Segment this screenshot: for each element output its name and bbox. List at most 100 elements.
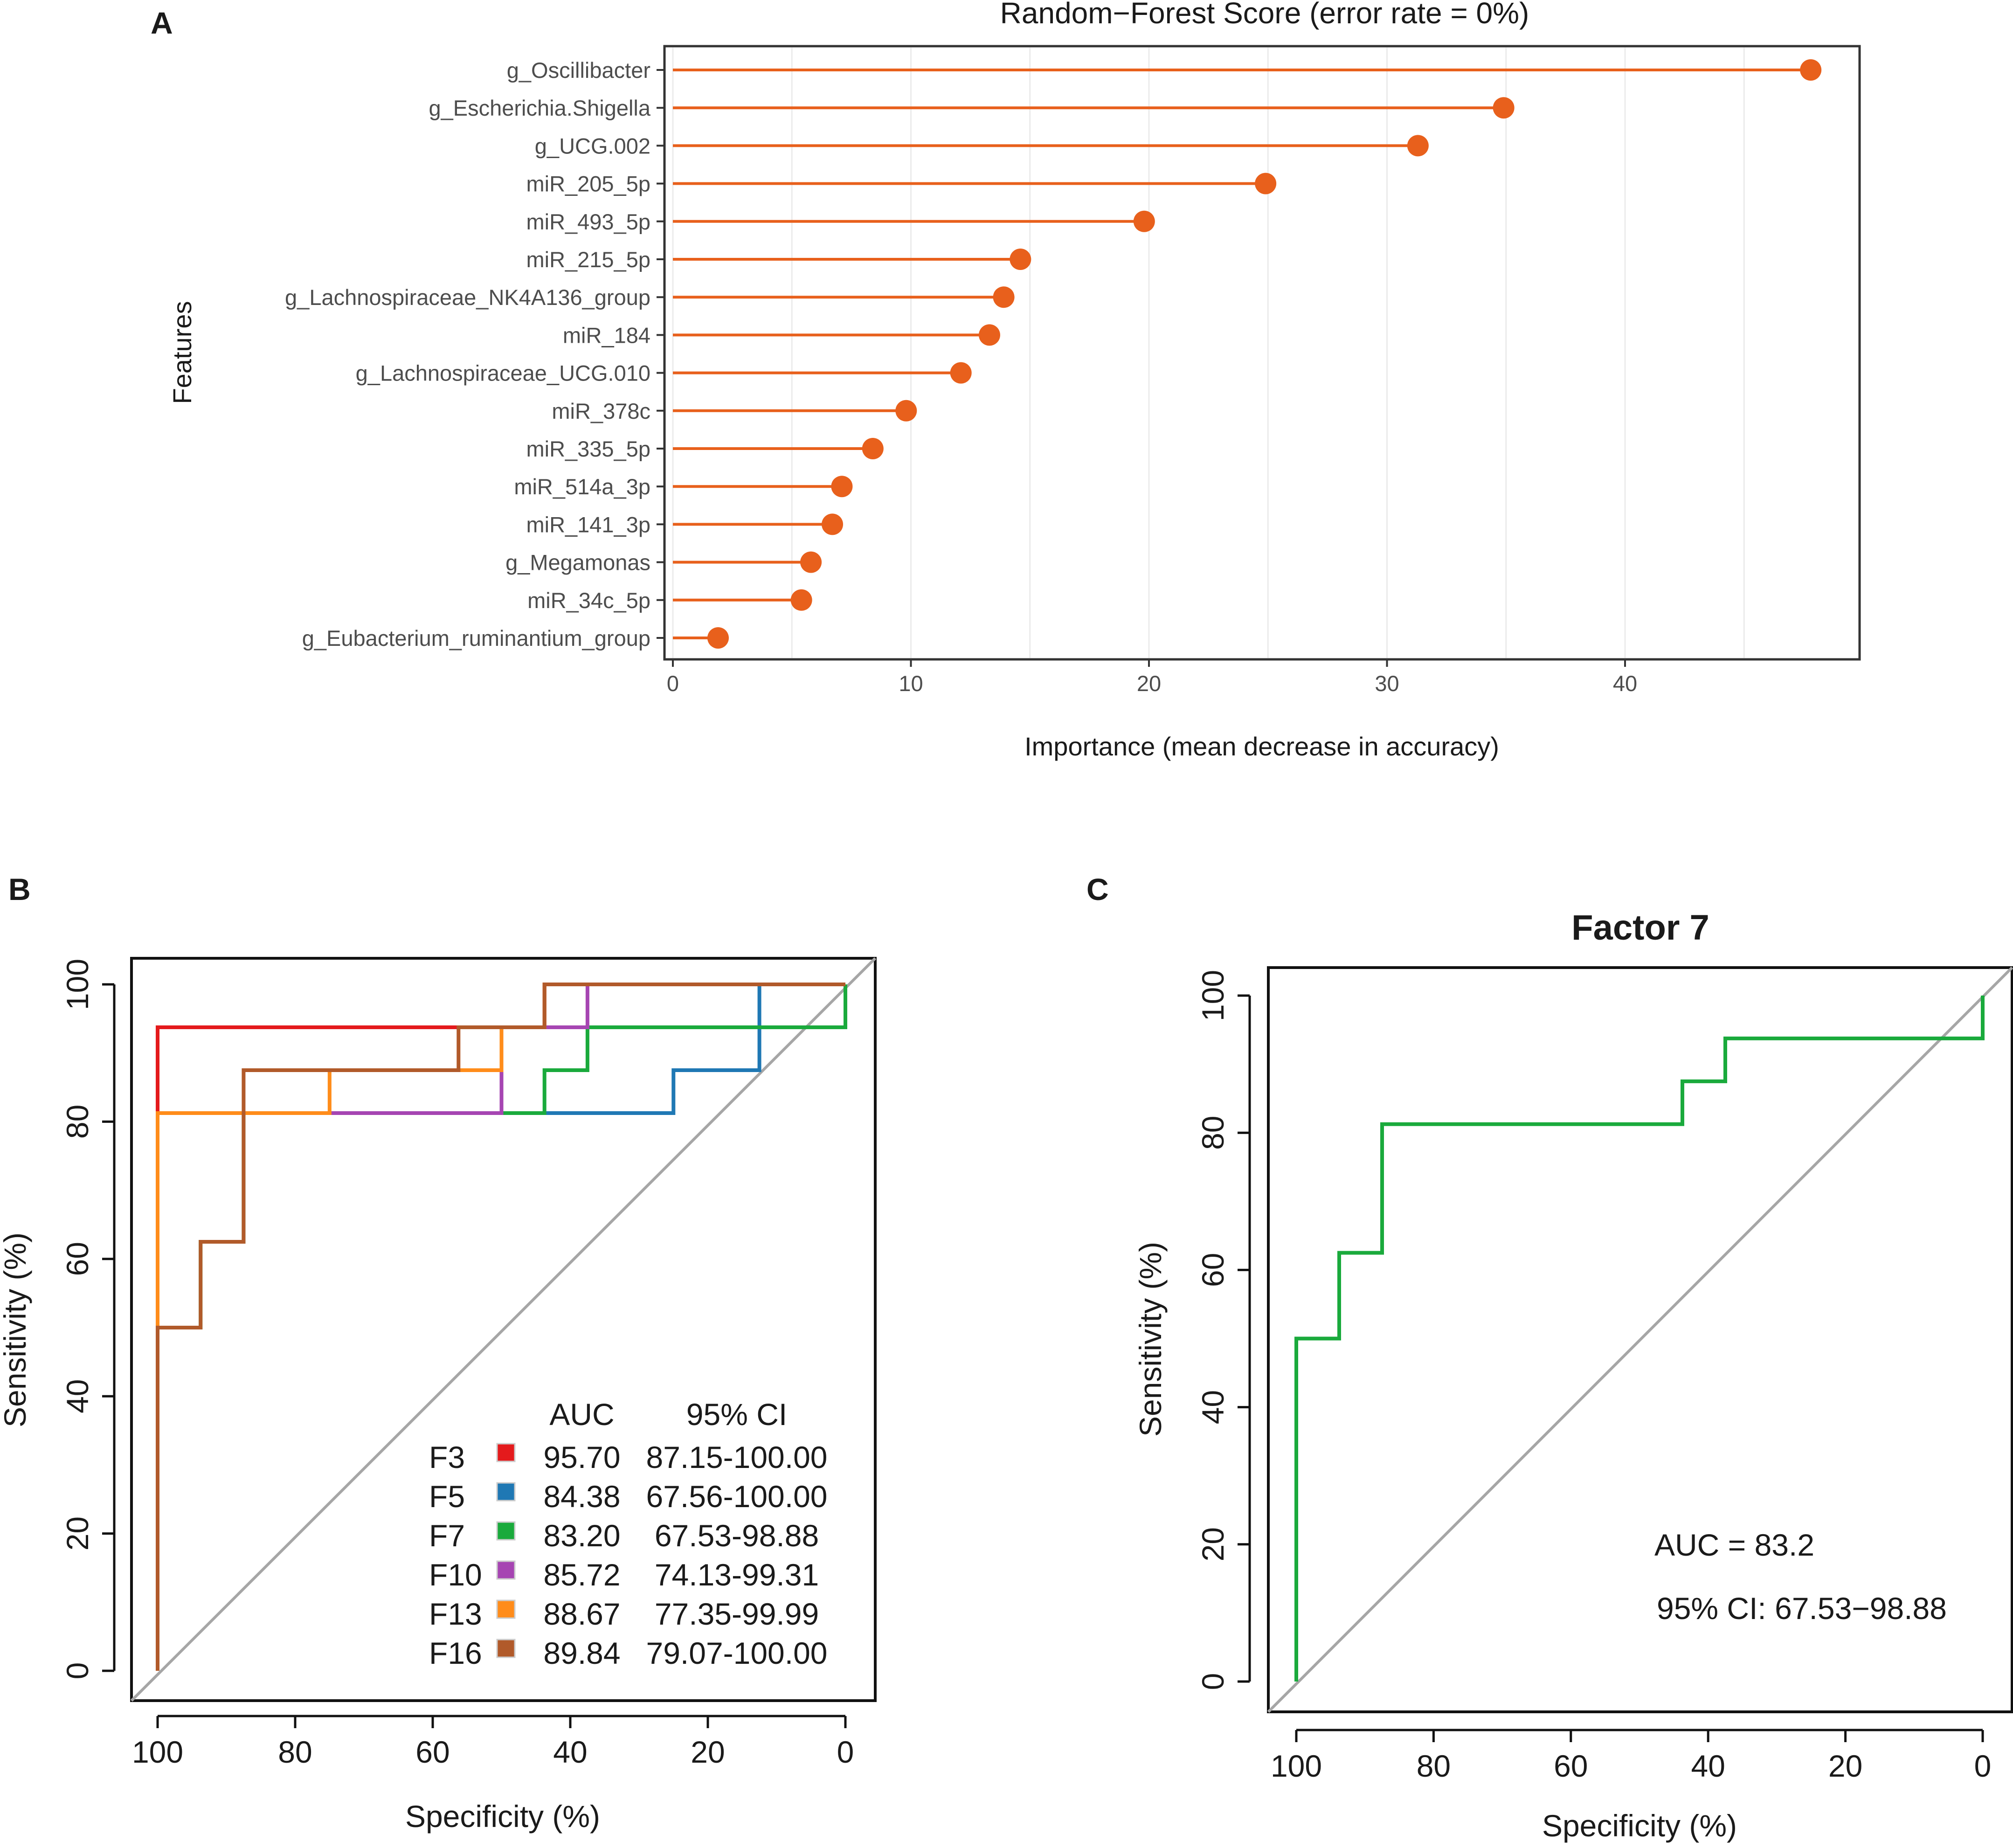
chart-a-marks bbox=[673, 59, 1822, 649]
chart-a-plot-border bbox=[663, 45, 1861, 661]
legend-ci-f3: 87.15-100.00 bbox=[646, 1440, 827, 1474]
legend-label-f7: F7 bbox=[429, 1518, 465, 1553]
y-tick-label: 20 bbox=[1196, 1527, 1230, 1561]
chart-c-x-label: Specificity (%) bbox=[1542, 1808, 1737, 1843]
feature-label: miR_184 bbox=[563, 323, 650, 347]
lollipop-dot bbox=[1255, 173, 1277, 194]
lollipop-dot bbox=[862, 438, 884, 459]
feature-label: g_Megamonas bbox=[505, 550, 650, 575]
lollipop-dot bbox=[1800, 59, 1822, 81]
legend-label-f13: F13 bbox=[429, 1597, 482, 1631]
x-tick-label: 60 bbox=[1554, 1749, 1588, 1783]
lollipop-dot bbox=[831, 476, 853, 498]
chart-b-marks bbox=[156, 983, 847, 1671]
legend-swatch-f13 bbox=[496, 1599, 516, 1619]
feature-label: g_Oscillibacter bbox=[507, 58, 650, 83]
chart-c-title: Factor 7 bbox=[1571, 908, 1709, 948]
feature-label: g_UCG.002 bbox=[535, 133, 650, 158]
legend-header-ci: 95% CI bbox=[686, 1397, 787, 1432]
feature-label: miR_215_5p bbox=[526, 247, 650, 272]
x-tick-label-a: 0 bbox=[667, 671, 679, 696]
legend-swatch-f5 bbox=[496, 1482, 516, 1502]
feature-label: miR_205_5p bbox=[526, 172, 650, 196]
y-tick-label: 80 bbox=[1196, 1115, 1230, 1149]
panel-letter-b: B bbox=[8, 872, 31, 907]
panel-c: C Factor 7 100 80 60 40 20 0 0 20 40 60 80 100 AUC … bbox=[1086, 872, 2013, 1843]
x-tick-label-a: 10 bbox=[899, 671, 923, 696]
lollipop-dot bbox=[1133, 210, 1155, 232]
feature-label: g_Lachnospiraceae_NK4A136_group bbox=[285, 285, 650, 310]
lollipop-dot bbox=[895, 400, 917, 422]
lollipop-dot bbox=[993, 286, 1015, 308]
feature-label: miR_141_3p bbox=[526, 512, 650, 537]
legend-ci-f16: 79.07-100.00 bbox=[646, 1636, 827, 1670]
x-tick-label: 40 bbox=[1691, 1749, 1725, 1783]
chart-c-auc-annotation: AUC = 83.2 bbox=[1654, 1528, 1814, 1562]
chart-c-axes: 100 80 60 40 20 0 0 20 40 60 80 100 bbox=[1196, 966, 2013, 1783]
legend-swatch-f16 bbox=[496, 1639, 516, 1658]
lollipop-dot bbox=[1407, 135, 1429, 157]
legend-label-f10: F10 bbox=[429, 1557, 482, 1592]
legend-label-f16: F16 bbox=[429, 1636, 482, 1670]
x-tick-label-a: 20 bbox=[1137, 671, 1161, 696]
legend-label-f3: F3 bbox=[429, 1440, 465, 1474]
roc-curve-f16 bbox=[156, 983, 845, 1671]
feature-label: miR_335_5p bbox=[526, 436, 650, 461]
legend-auc-f16: 89.84 bbox=[543, 1636, 620, 1670]
chart-c-plot-border bbox=[1267, 966, 2013, 1713]
lollipop-dot bbox=[1493, 97, 1515, 119]
feature-label: miR_514a_3p bbox=[514, 474, 650, 499]
lollipop-dot bbox=[707, 627, 729, 649]
diagonal-reference-line bbox=[130, 957, 877, 1702]
chart-c-y-label: Sensitivity (%) bbox=[1133, 1242, 1168, 1437]
x-tick-label: 100 bbox=[132, 1735, 183, 1769]
chart-b-x-label: Specificity (%) bbox=[405, 1799, 600, 1834]
y-tick-label: 0 bbox=[60, 1662, 95, 1680]
y-tick-label: 100 bbox=[60, 959, 95, 1010]
x-tick-label-a: 40 bbox=[1613, 671, 1637, 696]
y-tick-label: 40 bbox=[1196, 1390, 1230, 1424]
legend-ci-f5: 67.56-100.00 bbox=[646, 1479, 827, 1514]
x-tick-label: 0 bbox=[837, 1735, 854, 1769]
panel-letter-a: A bbox=[151, 6, 173, 40]
x-tick-label: 60 bbox=[415, 1735, 450, 1769]
chart-a-x-ticks: 0 10 20 30 40 bbox=[667, 659, 1637, 696]
lollipop-dot bbox=[800, 551, 822, 573]
lollipop-dot bbox=[950, 362, 972, 384]
feature-label: miR_34c_5p bbox=[527, 588, 650, 613]
y-tick-label: 20 bbox=[60, 1516, 95, 1550]
y-tick-label: 0 bbox=[1196, 1673, 1230, 1690]
legend-swatch-f7 bbox=[496, 1521, 516, 1541]
chart-b-legend: AUC 95% CI F3 95.70 87.15-100.00 F5 84.38 67.… bbox=[429, 1397, 828, 1670]
legend-auc-f3: 95.70 bbox=[543, 1440, 620, 1474]
legend-auc-f13: 88.67 bbox=[543, 1597, 620, 1631]
legend-label-f5: F5 bbox=[429, 1479, 465, 1514]
panel-a: A Random−Forest Score (error rate = 0%) … bbox=[151, 0, 1861, 761]
x-tick-label: 100 bbox=[1271, 1749, 1322, 1783]
x-tick-label: 0 bbox=[1974, 1749, 1992, 1783]
chart-a-x-label: Importance (mean decrease in accuracy) bbox=[1024, 732, 1499, 761]
legend-ci-f10: 74.13-99.31 bbox=[655, 1557, 819, 1592]
x-tick-label: 80 bbox=[1417, 1749, 1451, 1783]
legend-header-auc: AUC bbox=[549, 1397, 614, 1432]
chart-a-title: Random−Forest Score (error rate = 0%) bbox=[1000, 0, 1529, 30]
legend-auc-f7: 83.20 bbox=[543, 1518, 620, 1553]
panel-b: B 100 80 60 40 20 0 0 20 40 60 80 100 AUC 95% CI F3… bbox=[0, 872, 877, 1834]
y-tick-label: 40 bbox=[60, 1379, 95, 1413]
panel-letter-c: C bbox=[1086, 872, 1109, 907]
legend-ci-f13: 77.35-99.99 bbox=[655, 1597, 819, 1631]
lollipop-dot bbox=[822, 513, 844, 535]
x-tick-label-a: 30 bbox=[1375, 671, 1399, 696]
x-tick-label: 20 bbox=[691, 1735, 725, 1769]
roc-curve-factor-7 bbox=[1294, 996, 1985, 1682]
y-tick-label: 60 bbox=[1196, 1253, 1230, 1287]
feature-label: g_Lachnospiraceae_UCG.010 bbox=[356, 361, 650, 386]
chart-c-ci-annotation: 95% CI: 67.53−98.88 bbox=[1657, 1591, 1947, 1626]
lollipop-dot bbox=[978, 324, 1000, 346]
legend-ci-f7: 67.53-98.88 bbox=[655, 1518, 819, 1553]
diagonal-reference-line bbox=[1267, 966, 2013, 1713]
chart-b-plot-border bbox=[130, 957, 877, 1702]
legend-swatch-f10 bbox=[496, 1560, 516, 1580]
feature-label: miR_378c bbox=[552, 399, 650, 423]
